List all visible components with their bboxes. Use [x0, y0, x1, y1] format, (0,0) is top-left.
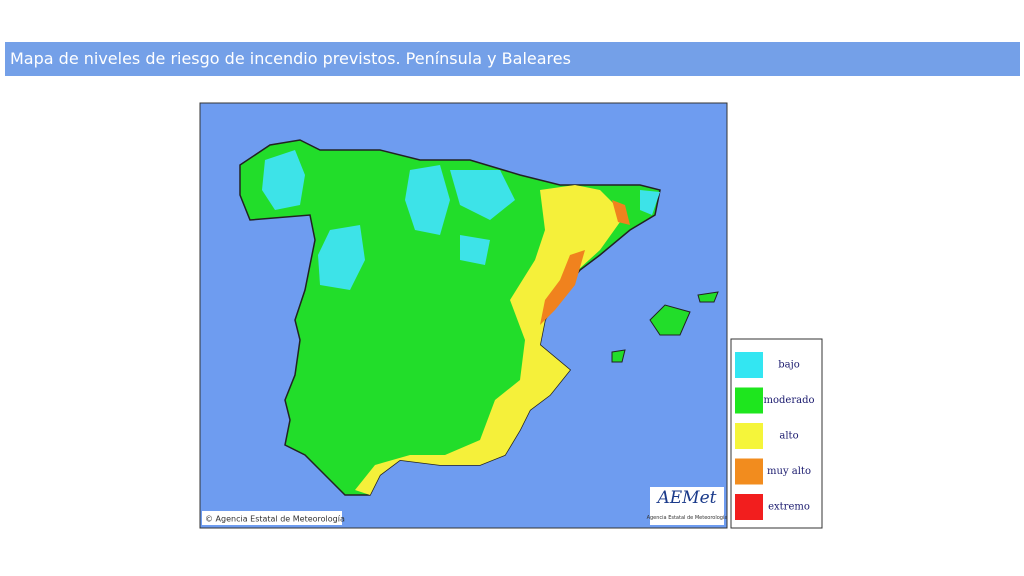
legend-swatch — [735, 387, 763, 414]
high-risk-areas — [355, 185, 625, 495]
copyright: © Agencia Estatal de Meteorología — [205, 515, 345, 524]
legend-items: bajo moderado alto muy alto extremo — [735, 352, 815, 520]
low-risk-areas — [262, 150, 660, 290]
copyright-box — [202, 511, 342, 525]
logo: AEMet — [656, 488, 717, 508]
legend-label: muy alto — [767, 466, 811, 477]
legend-label: extremo — [768, 502, 810, 513]
balearic-islands — [611, 291, 719, 363]
legend-swatch — [735, 352, 763, 378]
legend-swatch — [735, 458, 763, 485]
legend-swatch — [735, 494, 763, 520]
logo-subtitle: Agencia Estatal de Meteorología — [647, 514, 728, 521]
legend-label: bajo — [778, 360, 799, 371]
legend-label: alto — [779, 431, 798, 442]
very-high-risk-areas — [540, 200, 630, 325]
legend-label: moderado — [764, 395, 815, 406]
logo-box — [650, 487, 724, 525]
legend-swatch — [735, 423, 763, 449]
page-title: Mapa de niveles de riesgo de incendio pr… — [5, 42, 1020, 76]
